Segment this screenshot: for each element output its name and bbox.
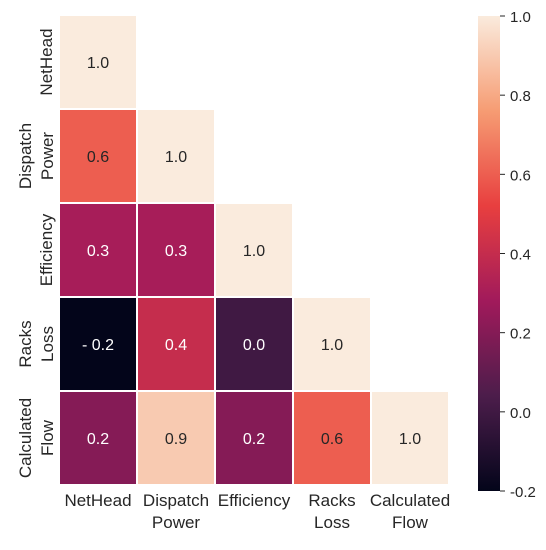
heatmap-cell — [60, 204, 136, 296]
cell-value-label: 1.0 — [399, 431, 421, 448]
cell-value-label: - 0.2 — [82, 337, 114, 354]
heatmap-cell — [216, 204, 292, 296]
colorbar-tick-label: 0.2 — [510, 326, 531, 343]
heatmap-cell — [138, 110, 214, 202]
heatmap-cell — [60, 16, 136, 108]
x-tick-label: Racks Loss — [308, 491, 355, 532]
heatmap-cell — [294, 392, 370, 484]
heatmap-cell — [216, 298, 292, 390]
cell-value-label: 0.4 — [165, 337, 187, 354]
cell-value-label: 0.2 — [243, 431, 265, 448]
y-tick-label: Efficiency — [37, 213, 56, 286]
cell-value-label: 1.0 — [321, 337, 343, 354]
colorbar-tick-label: -0.2 — [510, 484, 536, 501]
x-axis: NetHead Dispatch Power Efficiency Racks Loss C… — [64, 491, 450, 532]
colorbar-tick-label: 0.8 — [510, 88, 531, 105]
colorbar-tick-label: 0.0 — [510, 405, 531, 422]
cell-value-label: 0.3 — [165, 243, 187, 260]
heatmap-cell — [372, 392, 448, 484]
x-tick-label: Dispatch Power — [143, 491, 209, 532]
heatmap-cell — [294, 298, 370, 390]
heatmap-cells — [60, 16, 448, 484]
x-tick-label: Efficiency — [218, 491, 291, 510]
colorbar-tick-label: 0.4 — [510, 247, 531, 264]
colorbar-ticks: -0.2 0.0 0.2 0.4 0.6 0.8 1.0 — [500, 9, 536, 501]
cell-value-label: 0.0 — [243, 337, 265, 354]
cell-value-label: 1.0 — [243, 243, 265, 260]
cell-value-label: 1.0 — [87, 55, 109, 72]
cell-value-label: 1.0 — [165, 149, 187, 166]
heatmap-cell — [60, 298, 136, 390]
colorbar-gradient — [478, 16, 500, 491]
heatmap-cell — [60, 110, 136, 202]
y-tick-label: Racks Loss — [16, 320, 57, 367]
y-tick-label: Calculated Flow — [16, 398, 57, 478]
cell-value-label: 0.2 — [87, 431, 109, 448]
colorbar-tick-label: 1.0 — [510, 9, 531, 26]
heatmap-cell — [216, 392, 292, 484]
colorbar — [478, 16, 500, 491]
colorbar-tick-label: 0.6 — [510, 167, 531, 184]
cell-value-label: 0.6 — [87, 149, 109, 166]
x-tick-label: NetHead — [64, 491, 131, 510]
cell-value-label: 0.3 — [87, 243, 109, 260]
y-tick-label: Dispatch Power — [16, 123, 57, 189]
cell-value-label: 0.6 — [321, 431, 343, 448]
heatmap-cell — [138, 204, 214, 296]
cell-value-label: 0.9 — [165, 431, 187, 448]
heatmap-cell — [60, 392, 136, 484]
heatmap-cell — [138, 298, 214, 390]
x-tick-label: Calculated Flow — [370, 491, 450, 532]
y-axis: NetHead Dispatch Power Efficiency Racks Loss C… — [16, 28, 57, 478]
heatmap-cell-labels: 1.0 0.6 1.0 0.3 0.3 1.0 - 0.2 0.4 0.0 1.0 0.2 0.9 0.… — [82, 55, 421, 448]
heatmap-cell — [138, 392, 214, 484]
y-tick-label: NetHead — [37, 28, 56, 95]
